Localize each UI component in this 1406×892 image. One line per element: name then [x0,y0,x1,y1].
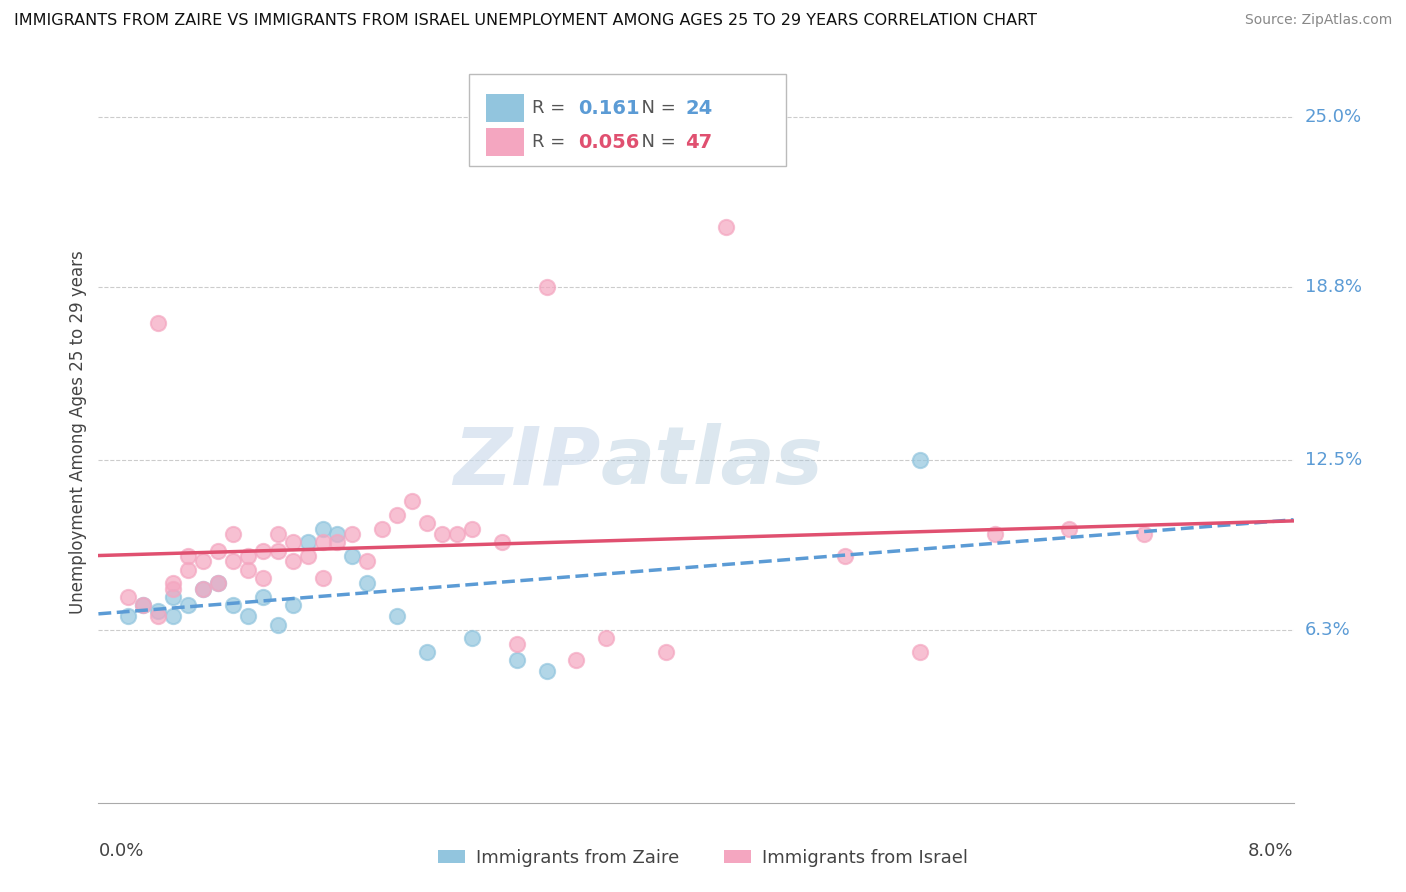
Point [416,516,439,530]
Point [177,599,200,613]
Point [385,609,409,624]
Point [207,576,229,591]
Point [536,280,558,294]
Point [267,617,290,632]
Point [191,554,214,568]
Point [311,535,333,549]
Text: atlas: atlas [600,423,823,501]
Point [297,535,319,549]
Point [267,527,290,541]
Point [148,316,170,330]
Point [446,527,468,541]
Text: R =: R = [533,99,571,118]
Point [117,590,139,604]
Point [281,599,304,613]
FancyBboxPatch shape [485,95,524,122]
Y-axis label: Unemployment Among Ages 25 to 29 years: Unemployment Among Ages 25 to 29 years [69,251,87,615]
FancyBboxPatch shape [485,128,524,156]
Point [595,632,617,646]
Point [984,527,1007,541]
Point [252,571,274,585]
Point [236,563,259,577]
Point [326,535,349,549]
Text: 24: 24 [685,99,713,118]
Point [281,554,304,568]
Point [177,563,200,577]
Point [252,590,274,604]
Text: ZIP: ZIP [453,423,600,501]
Point [177,549,200,563]
Point [834,549,856,563]
Point [132,599,155,613]
Point [342,549,364,563]
Text: 12.5%: 12.5% [1305,451,1362,469]
Text: N =: N = [630,99,682,118]
Text: 0.0%: 0.0% [98,842,143,860]
Point [222,554,245,568]
Text: 18.8%: 18.8% [1305,278,1361,296]
Point [311,522,333,536]
Point [281,535,304,549]
Point [191,582,214,596]
Point [491,535,513,549]
Text: 25.0%: 25.0% [1305,108,1362,127]
Text: IMMIGRANTS FROM ZAIRE VS IMMIGRANTS FROM ISRAEL UNEMPLOYMENT AMONG AGES 25 TO 29: IMMIGRANTS FROM ZAIRE VS IMMIGRANTS FROM… [14,13,1038,29]
Point [162,609,184,624]
Point [236,549,259,563]
Point [356,576,378,591]
FancyBboxPatch shape [470,73,786,166]
Point [132,599,155,613]
Point [267,543,290,558]
Point [430,527,453,541]
Text: 0.161: 0.161 [578,99,640,118]
Point [148,609,170,624]
Point [714,219,737,234]
Point [148,604,170,618]
Point [326,527,349,541]
Point [191,582,214,596]
Point [461,522,484,536]
Point [908,453,931,467]
Point [1059,522,1081,536]
Point [356,554,378,568]
Legend: Immigrants from Zaire, Immigrants from Israel: Immigrants from Zaire, Immigrants from I… [430,842,976,874]
Text: Source: ZipAtlas.com: Source: ZipAtlas.com [1244,13,1392,28]
Point [222,527,245,541]
Point [401,494,423,508]
Text: 0.056: 0.056 [578,133,640,152]
Point [297,549,319,563]
Point [311,571,333,585]
Point [252,543,274,558]
Point [565,653,588,667]
Text: R =: R = [533,134,571,152]
Point [342,527,364,541]
Point [655,645,678,659]
Point [506,637,529,651]
Point [222,599,245,613]
Text: 8.0%: 8.0% [1249,842,1294,860]
Text: N =: N = [630,134,682,152]
Point [162,582,184,596]
Point [908,645,931,659]
Point [207,576,229,591]
Point [162,576,184,591]
Text: 6.3%: 6.3% [1305,621,1350,639]
Point [536,664,558,678]
Text: 47: 47 [685,133,713,152]
Point [506,653,529,667]
Point [461,632,484,646]
Point [162,590,184,604]
Point [236,609,259,624]
Point [371,522,394,536]
Point [1133,527,1156,541]
Point [385,508,409,522]
Point [117,609,139,624]
Point [207,543,229,558]
Point [416,645,439,659]
